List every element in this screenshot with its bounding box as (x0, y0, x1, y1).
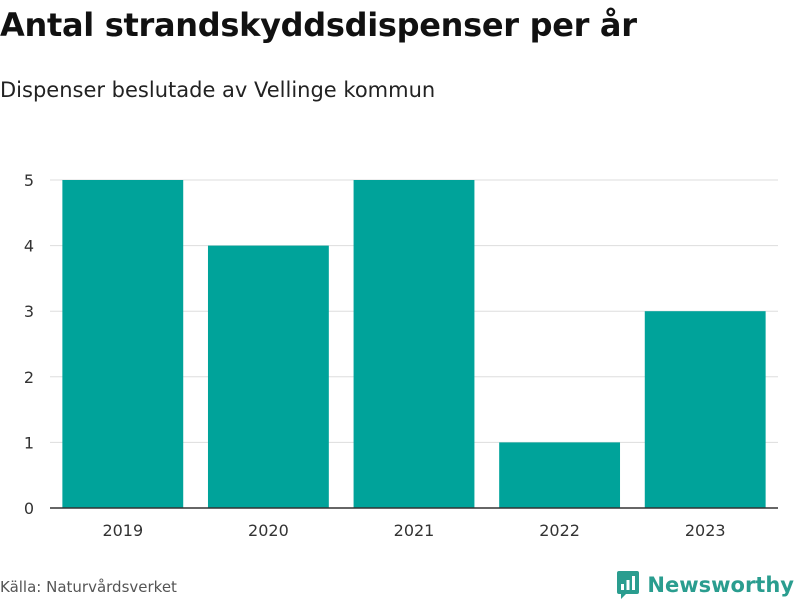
y-tick-label: 1 (24, 433, 34, 452)
chart-title: Antal strandskyddsdispenser per år (0, 6, 637, 44)
y-tick-label: 0 (24, 499, 34, 518)
y-tick-label: 4 (24, 237, 34, 256)
bar-2019 (62, 180, 184, 508)
x-tick-label: 2019 (102, 521, 143, 540)
brand-name: Newsworthy (647, 573, 794, 597)
newsworthy-logo-icon (617, 571, 640, 599)
y-tick-label: 2 (24, 368, 34, 387)
brand: Newsworthy (615, 570, 794, 600)
y-tick-label: 3 (24, 302, 34, 321)
x-tick-label: 2021 (394, 521, 435, 540)
x-tick-label: 2022 (539, 521, 580, 540)
bar-2022 (499, 442, 621, 508)
chart-subtitle: Dispenser beslutade av Vellinge kommun (0, 78, 436, 102)
bar-2020 (207, 245, 329, 508)
source-note: Källa: Naturvårdsverket (0, 578, 177, 596)
x-tick-label: 2020 (248, 521, 289, 540)
bar-2023 (644, 311, 766, 508)
y-tick-label: 5 (24, 171, 34, 190)
bar-2021 (353, 180, 475, 508)
x-tick-label: 2023 (685, 521, 726, 540)
